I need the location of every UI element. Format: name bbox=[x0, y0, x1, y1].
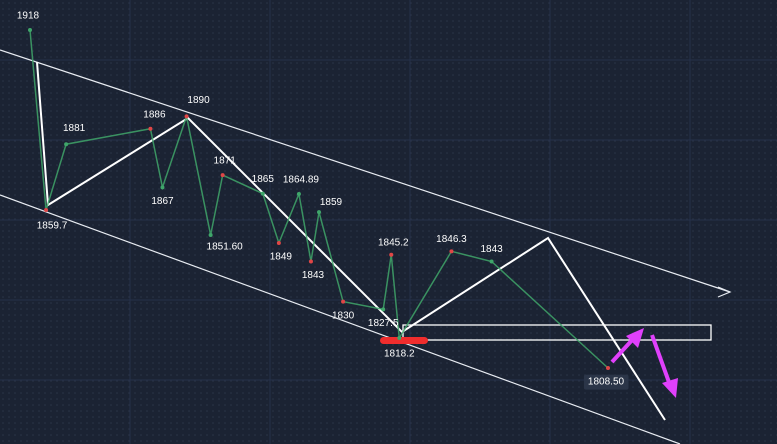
price-label: 1845.2 bbox=[378, 237, 409, 248]
price-label: 1865 bbox=[252, 174, 275, 185]
pivot-point bbox=[317, 210, 321, 215]
price-label: 1859 bbox=[320, 197, 343, 208]
pivot-point bbox=[184, 114, 189, 119]
price-label: 1890 bbox=[187, 95, 210, 106]
price-label: 1808.50 bbox=[588, 377, 625, 388]
price-label: 1918 bbox=[17, 11, 40, 22]
price-label: 1846.3 bbox=[436, 234, 467, 245]
zigzag-wave bbox=[36, 61, 666, 421]
pivot-point bbox=[489, 259, 494, 264]
price-label: 1859.7 bbox=[37, 221, 68, 232]
pivot-point bbox=[64, 142, 69, 147]
pivot-point bbox=[606, 366, 610, 370]
direction-arrows bbox=[610, 328, 678, 398]
price-label: 1849 bbox=[270, 252, 293, 263]
pivot-point bbox=[276, 240, 281, 245]
pivot-point bbox=[381, 307, 386, 312]
pivot-point bbox=[148, 126, 153, 131]
pivot-point bbox=[208, 232, 213, 237]
price-label: 1864.89 bbox=[283, 175, 320, 186]
pivot-point bbox=[389, 252, 394, 257]
price-label: 1818.2 bbox=[384, 349, 415, 360]
price-label: 1851.60 bbox=[207, 242, 244, 253]
pivot-point bbox=[220, 173, 225, 178]
pivot-point bbox=[308, 259, 313, 264]
label-box bbox=[583, 374, 629, 390]
price-label: 1881 bbox=[63, 123, 86, 134]
price-label: 1886 bbox=[143, 109, 166, 120]
price-label: 1827.5 bbox=[368, 318, 399, 329]
pivot-point bbox=[397, 336, 402, 341]
pivot-point bbox=[160, 185, 165, 190]
price-line bbox=[29, 29, 609, 369]
support-marker bbox=[380, 337, 428, 344]
price-label: 1843 bbox=[480, 244, 503, 255]
pivot-point bbox=[28, 28, 32, 32]
pivot-point bbox=[296, 191, 301, 196]
price-label: 1867 bbox=[151, 196, 174, 207]
pivot-point bbox=[449, 249, 454, 254]
price-label: 1871 bbox=[214, 156, 237, 167]
pivot-point bbox=[341, 299, 346, 304]
channel-lines bbox=[0, 49, 732, 444]
price-label: 1830 bbox=[332, 310, 355, 321]
price-label: 1843 bbox=[302, 270, 325, 281]
pivot-point bbox=[260, 191, 265, 196]
pivot-point bbox=[44, 207, 49, 212]
